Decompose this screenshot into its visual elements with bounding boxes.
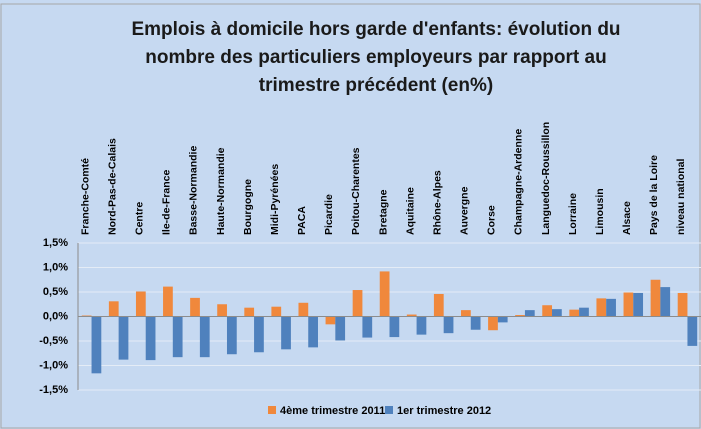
y-tick-label: 1,0% [43,261,68,273]
bar [687,316,698,346]
bar [389,316,400,338]
x-tick-label: Franche-Comté [79,158,91,235]
bar [461,310,471,317]
bar [91,316,102,374]
bar [271,306,282,317]
y-tick-label: -0,5% [39,335,68,347]
x-tick-label: Languedoc-Roussillon [540,122,552,235]
bar [190,297,200,317]
bar [650,279,661,317]
bar [433,293,444,317]
bar [244,307,255,317]
bar [633,292,644,317]
bar [660,287,671,317]
bar [416,316,427,335]
bar [497,316,508,323]
chart-border [0,3,701,429]
x-tick-label: Centre [133,202,145,235]
bar [135,291,146,317]
x-tick-label: Picardie [323,194,335,235]
x-tick-label: Champagne-Ardenne [513,129,525,235]
bar [281,316,291,350]
bar [199,316,210,358]
chart-title: Emplois à domicile hors garde d'enfants:… [131,19,620,40]
bar [677,292,688,317]
legend-swatch [268,406,276,414]
x-tick-label: Midi-Pyrénées [269,164,281,235]
bar [308,316,318,348]
x-tick-label: Haute-Normandie [215,147,227,235]
x-tick-label: Poitou-Charentes [350,147,362,235]
x-tick-label: Aquitaine [404,187,416,235]
bar [325,316,336,325]
bar [470,316,481,330]
bar [569,309,580,317]
chart-title: trimestre précédent (en%) [259,75,493,96]
x-tick-label: Alsace [621,201,633,235]
x-tick-label: Ile-de-France [161,169,173,235]
bar [254,316,264,353]
bar [298,302,309,317]
x-tick-label: Bretagne [377,189,389,235]
x-tick-label: Corse [486,205,498,235]
bar [515,315,525,317]
bar [542,305,553,317]
bar [524,310,535,317]
y-tick-label: 0,5% [43,286,68,298]
y-tick-label: 0,0% [43,310,68,322]
legend-swatch [385,406,393,414]
x-tick-label: Rhône-Alpes [431,170,443,235]
bar [118,316,129,360]
bar [488,316,498,331]
x-tick-label: Limousin [594,188,606,235]
bar [172,316,183,358]
x-tick-label: Bourgogne [242,179,254,235]
bar [606,298,616,317]
bar [379,271,390,317]
bar [443,316,454,334]
chart-title: nombre des particuliers employeurs par r… [145,47,606,68]
x-tick-label: PACA [296,206,308,235]
bar [226,316,237,355]
x-tick-label: Auvergne [459,186,471,235]
bar [579,307,589,317]
bar [362,316,373,338]
bar [596,298,607,317]
legend-label: 1er trimestre 2012 [397,405,491,417]
bar [217,304,227,317]
y-tick-label: -1,5% [39,384,68,396]
x-tick-label: niveau national [675,158,687,235]
x-tick-label: Basse-Normandie [188,146,200,235]
x-tick-label: Nord-Pas-de-Calais [106,138,118,235]
bar [352,290,363,317]
x-tick-label: Pays de la Loire [648,155,660,235]
bar [108,301,119,317]
bar [145,316,156,361]
bar [623,292,634,317]
bar [335,316,346,341]
y-tick-label: -1,0% [39,359,68,371]
legend-label: 4ème trimestre 2011 [280,405,385,417]
bar [552,309,562,317]
y-tick-label: 1,5% [43,237,68,249]
bar [406,314,417,317]
x-tick-label: Lorraine [567,193,579,235]
bar [163,286,173,317]
